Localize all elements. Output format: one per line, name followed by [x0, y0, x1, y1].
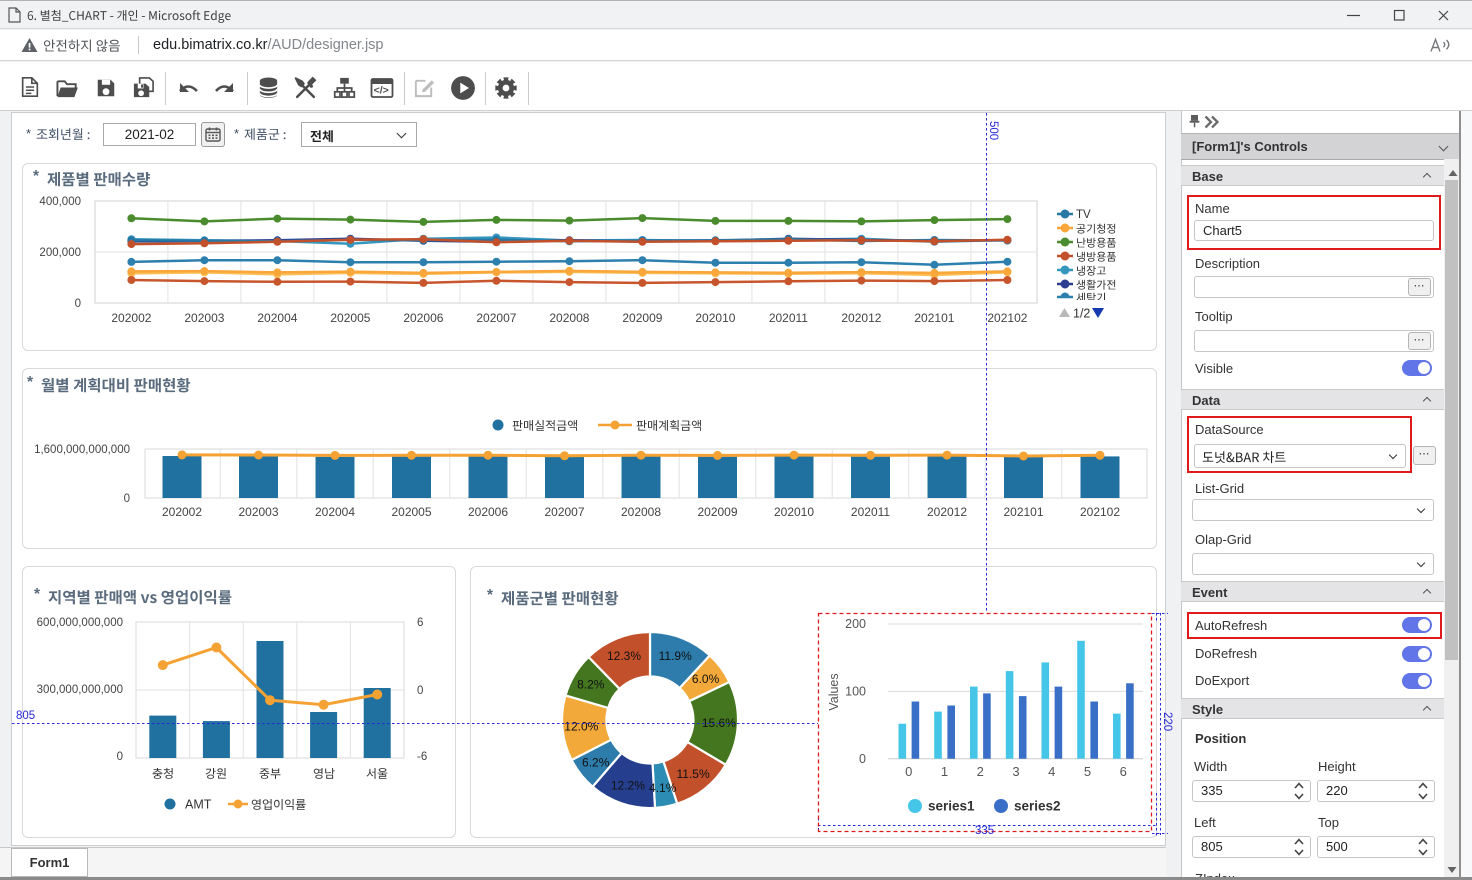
svg-text:202006: 202006 — [468, 505, 508, 519]
svg-text:202002: 202002 — [162, 505, 202, 519]
svg-text:3: 3 — [1012, 764, 1019, 779]
svg-text:0: 0 — [905, 764, 912, 779]
svg-text:11.5%: 11.5% — [677, 767, 710, 781]
svg-text:202008: 202008 — [621, 505, 661, 519]
svg-text:Values: Values — [827, 673, 841, 710]
svg-text:202011: 202011 — [851, 505, 890, 519]
svg-text:335: 335 — [975, 825, 994, 837]
svg-text:300,000,000,000: 300,000,000,000 — [37, 684, 123, 696]
svg-text:12.3%: 12.3% — [607, 649, 641, 663]
svg-text:6.2%: 6.2% — [582, 756, 610, 770]
svg-text:100: 100 — [845, 685, 866, 699]
svg-text:202004: 202004 — [315, 505, 355, 519]
svg-text:202007: 202007 — [476, 311, 516, 325]
svg-text:202101: 202101 — [1003, 505, 1043, 519]
svg-text:600,000,000,000: 600,000,000,000 — [37, 617, 123, 629]
svg-text:1,600,000,000,000: 1,600,000,000,000 — [34, 444, 130, 456]
svg-text:202004: 202004 — [257, 311, 297, 325]
svg-text:series2: series2 — [1014, 799, 1061, 814]
svg-text:AMT: AMT — [185, 798, 212, 812]
svg-text:202003: 202003 — [184, 311, 224, 325]
svg-text:202101: 202101 — [914, 311, 954, 325]
svg-text:202002: 202002 — [111, 311, 151, 325]
svg-text:202010: 202010 — [774, 505, 814, 519]
svg-text:202003: 202003 — [238, 505, 278, 519]
svg-text:202102: 202102 — [1080, 505, 1120, 519]
svg-text:202006: 202006 — [403, 311, 443, 325]
svg-text:805: 805 — [16, 710, 35, 722]
svg-text:5: 5 — [1084, 764, 1091, 779]
svg-text:202010: 202010 — [695, 311, 735, 325]
svg-text:0: 0 — [124, 493, 130, 505]
svg-text:202005: 202005 — [330, 311, 370, 325]
svg-text:8.2%: 8.2% — [577, 678, 605, 692]
svg-text:0: 0 — [417, 685, 423, 697]
svg-text:202012: 202012 — [927, 505, 967, 519]
svg-text:0: 0 — [117, 751, 123, 763]
svg-text:202007: 202007 — [544, 505, 584, 519]
svg-text:202009: 202009 — [697, 505, 737, 519]
svg-text:11.9%: 11.9% — [659, 649, 692, 663]
svg-text:202011: 202011 — [769, 311, 808, 325]
svg-text:4.1%: 4.1% — [649, 781, 677, 795]
svg-text:6.0%: 6.0% — [692, 672, 720, 686]
svg-text:220: 220 — [1161, 712, 1173, 731]
svg-text:1/2: 1/2 — [1073, 307, 1090, 321]
svg-text:202102: 202102 — [987, 311, 1027, 325]
svg-text:0: 0 — [859, 752, 866, 766]
svg-text:202012: 202012 — [841, 311, 881, 325]
svg-text:202009: 202009 — [622, 311, 662, 325]
svg-text:TV: TV — [1076, 209, 1091, 221]
svg-text:6: 6 — [417, 617, 423, 629]
svg-text:12.2%: 12.2% — [611, 778, 645, 792]
svg-text:series1: series1 — [928, 799, 975, 814]
svg-text:200,000: 200,000 — [39, 247, 81, 259]
svg-text:4: 4 — [1048, 764, 1055, 779]
svg-text:500: 500 — [987, 121, 999, 140]
svg-text:200: 200 — [845, 617, 866, 631]
svg-text:2: 2 — [977, 764, 984, 779]
svg-text:1: 1 — [941, 764, 948, 779]
svg-text:202008: 202008 — [549, 311, 589, 325]
svg-text:400,000: 400,000 — [39, 196, 81, 208]
svg-text:202005: 202005 — [391, 505, 431, 519]
svg-text:-6: -6 — [417, 751, 427, 763]
svg-text:6: 6 — [1120, 764, 1127, 779]
svg-text:</>: </> — [374, 85, 389, 97]
svg-text:0: 0 — [75, 298, 81, 310]
